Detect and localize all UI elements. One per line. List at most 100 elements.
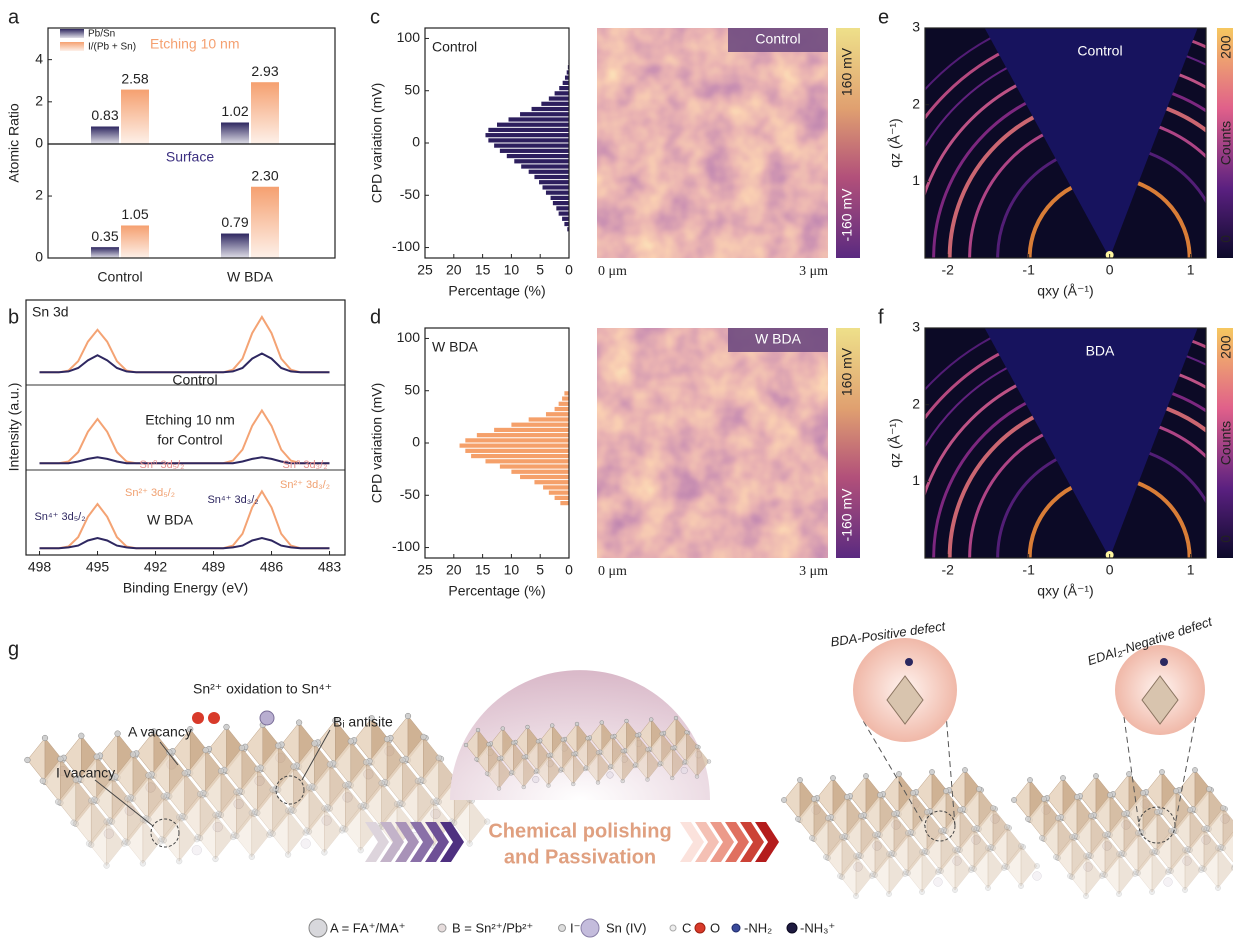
atom — [55, 799, 61, 805]
atom — [1154, 809, 1159, 814]
legend-atom — [670, 925, 676, 931]
atom — [467, 841, 473, 847]
scale-label: 3 μm — [799, 264, 828, 279]
a-site-atom — [532, 776, 539, 783]
histogram-bar — [460, 444, 569, 448]
x-tick-label: -1 — [1022, 562, 1035, 578]
atom — [1201, 826, 1206, 831]
histogram-bar — [549, 491, 569, 495]
molecule-atom — [1160, 658, 1168, 666]
x-tick-label: 15 — [475, 562, 491, 578]
histogram-bar — [511, 470, 569, 474]
atom — [363, 759, 369, 765]
bar-value-label: 1.05 — [121, 206, 148, 222]
defect-label: A vacancy — [128, 724, 192, 740]
axes-frame — [425, 328, 569, 558]
atom — [962, 767, 967, 772]
legend-label: A = FA⁺/MA⁺ — [330, 920, 406, 935]
atom — [415, 778, 421, 784]
chart-title: Control — [432, 39, 477, 55]
atom — [823, 854, 828, 859]
atom — [115, 731, 121, 737]
histogram-bar — [471, 454, 569, 458]
y-tick-label: 2 — [35, 93, 43, 109]
panel-bar: 0.350.791.052.30ControlW BDA02Surface — [35, 144, 335, 285]
histogram-bar — [562, 217, 569, 221]
atom — [649, 718, 653, 722]
histogram-bar — [485, 133, 569, 137]
bar-value-label: 1.02 — [221, 103, 248, 119]
histogram-bar — [521, 164, 569, 168]
chart-title: BDA — [1086, 343, 1115, 359]
colorbar-label: 160 mV — [839, 347, 855, 396]
atom — [809, 835, 814, 840]
atom — [943, 788, 948, 793]
atom — [312, 741, 318, 747]
x-tick-label: 1 — [1187, 562, 1195, 578]
histogram-bar — [543, 485, 569, 489]
atom — [658, 761, 662, 765]
atom — [1074, 794, 1079, 799]
y-tick-label: 100 — [397, 329, 421, 345]
atom — [421, 734, 427, 740]
atom — [952, 887, 957, 892]
atom — [830, 775, 835, 780]
histogram-bar — [539, 180, 569, 184]
atom — [1135, 830, 1140, 835]
atom — [42, 735, 48, 741]
histogram-bar — [465, 449, 569, 453]
atom — [547, 784, 551, 788]
atom — [625, 719, 629, 723]
atom — [304, 828, 310, 834]
legend-label: I⁻ — [570, 920, 580, 935]
atom — [436, 755, 442, 761]
perovskite-lattice — [1011, 767, 1233, 898]
atom — [844, 794, 849, 799]
histogram-bar — [556, 206, 569, 210]
atom — [195, 834, 201, 840]
atom — [379, 780, 385, 786]
legend-atom — [695, 923, 705, 933]
atom — [550, 724, 554, 728]
atom — [1041, 796, 1046, 801]
legend-label: C — [682, 920, 691, 935]
y-tick-label: 4 — [35, 50, 43, 66]
legend-atom — [787, 923, 797, 933]
atom — [268, 830, 274, 836]
atom — [1107, 792, 1112, 797]
atom — [990, 805, 995, 810]
x-axis-label: Binding Energy (eV) — [123, 580, 248, 596]
panel-label: e — [878, 6, 889, 28]
atom — [476, 728, 480, 732]
atom — [1004, 824, 1009, 829]
afm-panel: Control0 μm3 μm160 mV-160 mV — [597, 28, 860, 279]
annotation: Sn⁰ 3d₅/₂ — [140, 459, 185, 471]
panel-histogram: -100-500501002520151050Percentage (%)CPD… — [369, 328, 573, 599]
y-tick-label: 3 — [912, 19, 920, 35]
atom — [575, 722, 579, 726]
atom — [58, 756, 64, 762]
y-tick-label: 2 — [912, 95, 920, 111]
histogram-bar — [534, 175, 569, 179]
atom — [405, 713, 411, 719]
atom — [161, 793, 167, 799]
colorbar-tick-label: 200 — [1218, 335, 1233, 359]
x-tick-label: -1 — [1022, 262, 1035, 278]
atom — [707, 760, 711, 764]
atom — [621, 749, 625, 753]
y-tick-label: 2 — [35, 187, 43, 203]
panel-label: b — [8, 306, 19, 328]
atom — [858, 813, 863, 818]
atom — [224, 724, 230, 730]
bar-value-label: 2.58 — [121, 70, 148, 86]
histogram-bar — [514, 159, 569, 163]
colorbar-label: -160 mV — [839, 488, 855, 542]
chart-title: Sn 3d — [32, 304, 69, 320]
atom — [610, 735, 614, 739]
colorbar-label: -160 mV — [839, 188, 855, 242]
atom — [1166, 867, 1171, 872]
afm-image — [597, 328, 828, 558]
atom — [358, 847, 364, 853]
atom — [837, 873, 842, 878]
atom — [384, 736, 390, 742]
